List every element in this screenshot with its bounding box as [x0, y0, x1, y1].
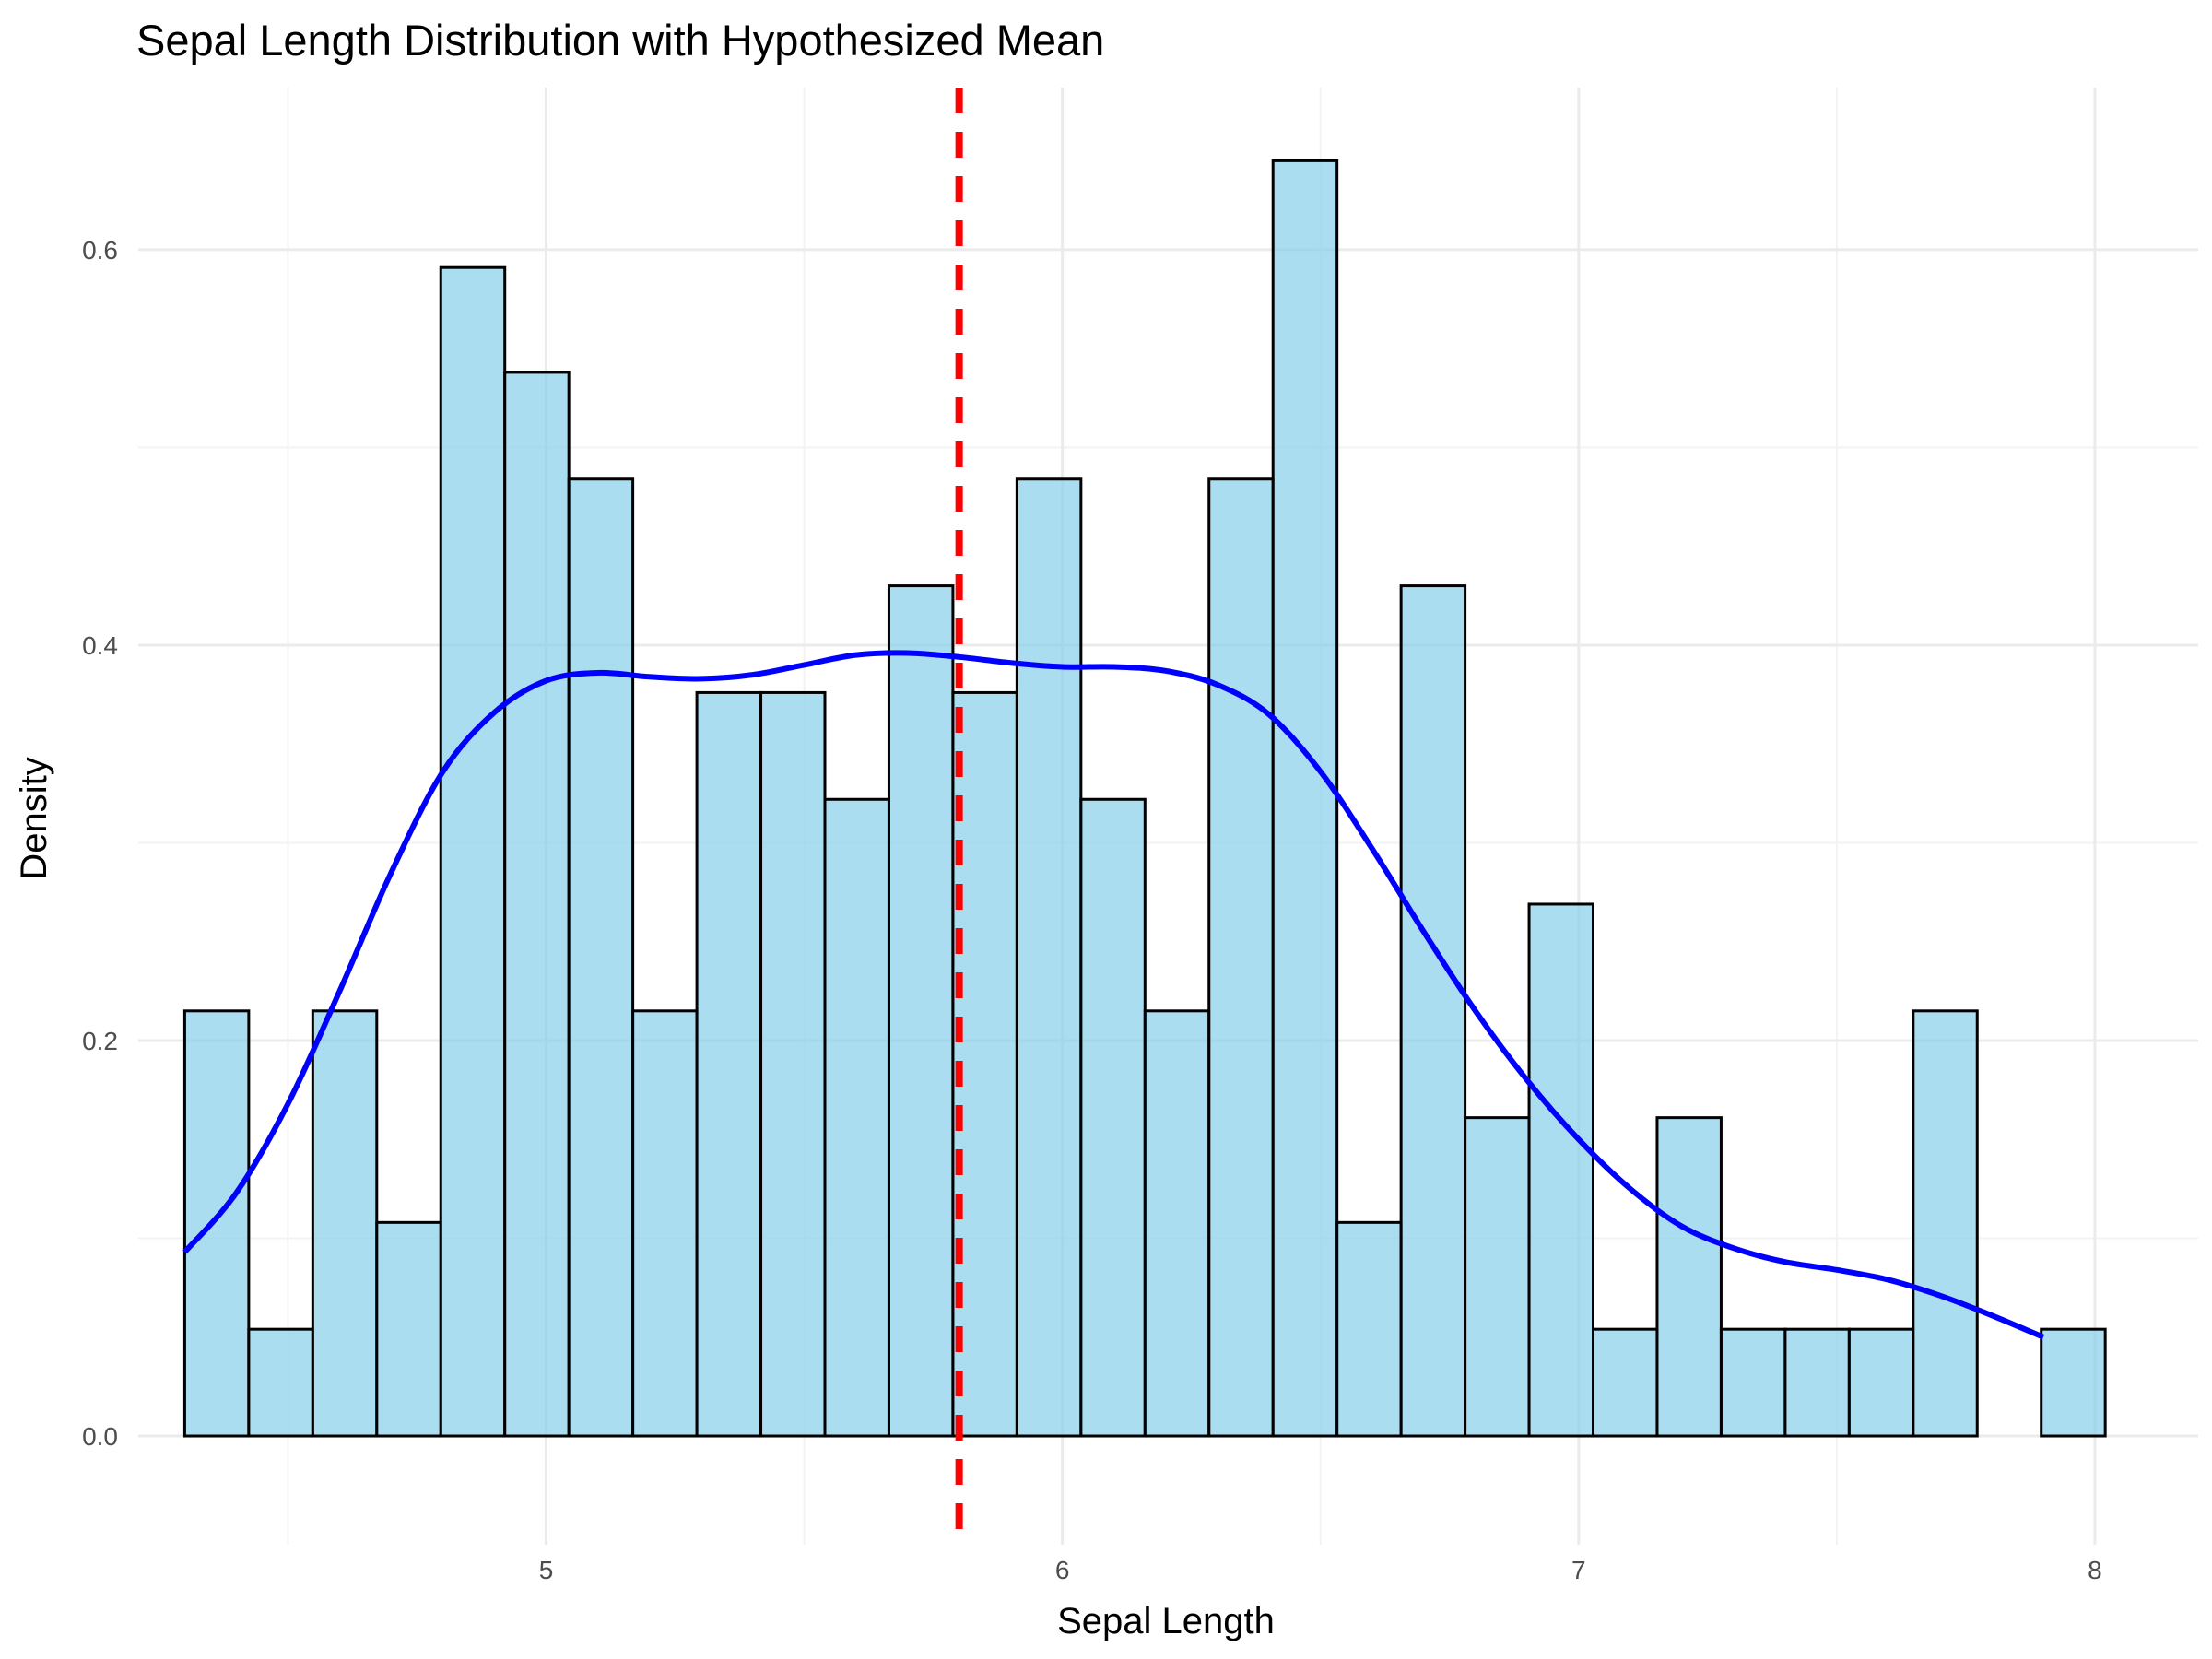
density-curve: [182, 650, 2045, 1340]
histogram-bar: [951, 690, 1018, 1438]
histogram-bar: [1207, 477, 1275, 1438]
histogram-bar: [631, 1009, 699, 1438]
histogram-bar: [1143, 1009, 1211, 1438]
histogram-bar: [695, 690, 763, 1438]
y-tick-label: 0.2: [82, 1027, 118, 1055]
histogram-bar: [1783, 1327, 1851, 1438]
histogram-bar: [1527, 902, 1595, 1438]
histogram-bar: [1719, 1327, 1787, 1438]
x-axis-label: Sepal Length: [1057, 1601, 1275, 1641]
x-tick-label: 8: [2088, 1556, 2102, 1584]
histogram-bar: [247, 1327, 314, 1438]
histogram-bar: [1847, 1327, 1915, 1438]
x-tick-label: 7: [1571, 1556, 1586, 1584]
y-axis-label: Density: [14, 757, 54, 879]
x-tick-label: 5: [539, 1556, 554, 1584]
y-tick-label: 0.4: [82, 631, 118, 660]
histogram-bar: [2040, 1327, 2107, 1438]
y-tick-label: 0.0: [82, 1422, 118, 1451]
histogram-bar: [567, 477, 635, 1438]
histogram-bar: [1079, 797, 1147, 1438]
histogram-bar: [1271, 159, 1339, 1438]
histogram-bar: [1399, 584, 1467, 1438]
x-tick-labels: 5 6 7 8: [539, 1556, 2102, 1584]
y-tick-labels: 0.0 0.2 0.4 0.6: [82, 236, 118, 1451]
y-tick-label: 0.6: [82, 236, 118, 265]
histogram-bar: [1655, 1116, 1723, 1438]
bars: [182, 159, 2107, 1438]
x-tick-label: 6: [1055, 1556, 1070, 1584]
histogram-bar: [759, 690, 827, 1438]
histogram-bar: [311, 1009, 379, 1438]
histogram-bar: [1912, 1009, 1979, 1438]
histogram-bar: [1015, 477, 1083, 1438]
chart-title: Sepal Length Distribution with Hypothesi…: [136, 16, 1104, 65]
histogram-bar: [1464, 1116, 1531, 1438]
histogram-bar: [375, 1220, 442, 1438]
histogram-bar: [887, 584, 955, 1438]
histogram-bar: [1592, 1327, 1659, 1438]
histogram-bar: [439, 265, 507, 1438]
histogram-bar: [1335, 1220, 1403, 1438]
histogram-bar: [823, 797, 890, 1438]
histogram-bar: [503, 371, 571, 1438]
histogram-bar: [182, 1009, 251, 1438]
